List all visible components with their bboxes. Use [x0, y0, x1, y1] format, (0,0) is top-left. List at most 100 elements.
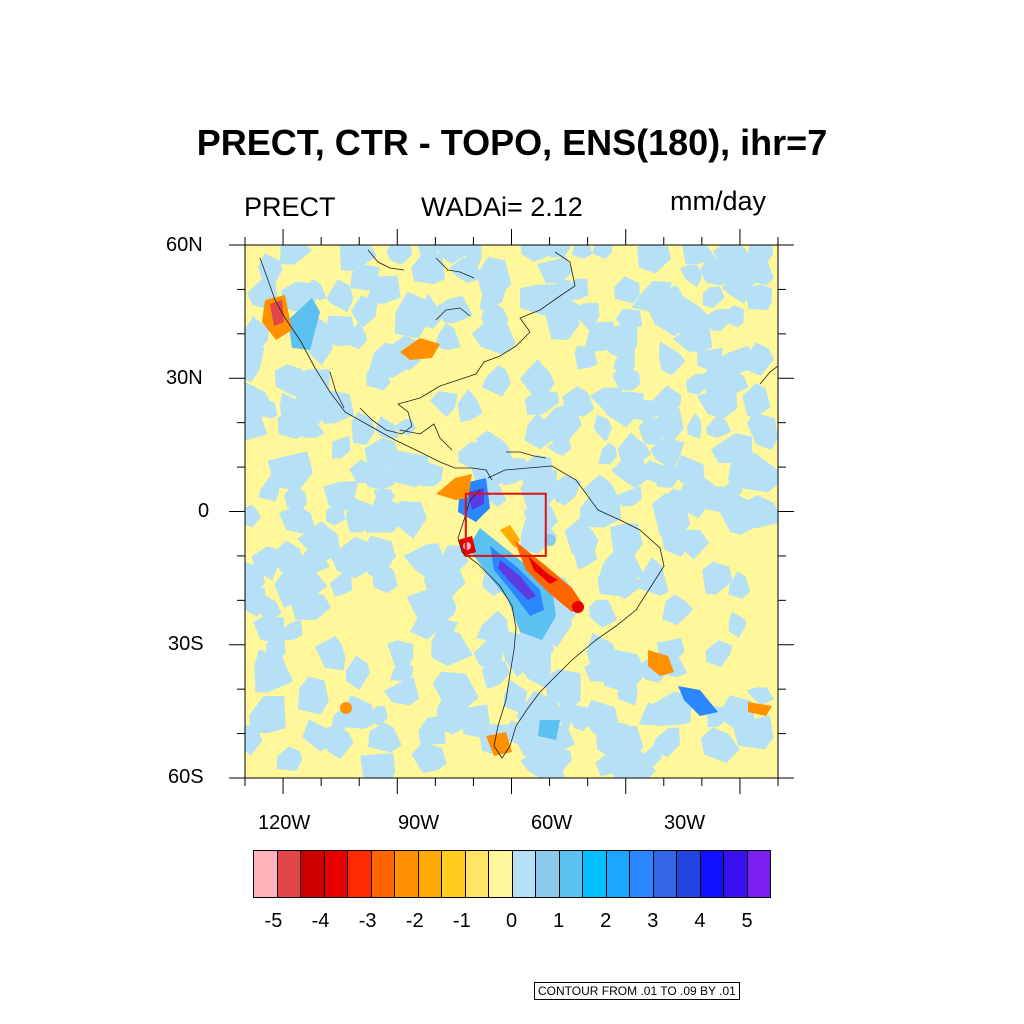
negative-anomaly-patch [574, 345, 598, 370]
negative-anomaly-patch [658, 341, 686, 376]
negative-anomaly-patch [651, 691, 693, 726]
negative-anomaly-patch [746, 687, 775, 705]
negative-anomaly-patch [637, 245, 671, 274]
negative-anomaly-patch [316, 390, 355, 424]
variable-label: PRECT [244, 192, 336, 222]
andes-anomaly [262, 295, 772, 756]
negative-anomaly-patch [662, 594, 694, 626]
negative-anomaly-patch [361, 535, 396, 579]
negative-anomaly-patch [612, 362, 641, 391]
colorbar-swatch [301, 851, 325, 897]
negative-anomaly-patch [520, 467, 557, 511]
negative-anomaly-patch [617, 682, 638, 706]
negative-anomaly-patch [598, 442, 618, 465]
colorbar-swatch [371, 851, 395, 897]
negative-anomaly-patch [702, 561, 733, 595]
negative-anomaly-patch [733, 495, 778, 530]
plot-title: PRECT, CTR - TOPO, ENS(180), ihr=7 [196, 122, 828, 163]
negative-anomaly-patch [650, 436, 685, 470]
lon-label-90w: 90W [398, 812, 440, 834]
negative-anomaly-patch [536, 255, 573, 284]
negative-anomaly-patch [589, 599, 618, 628]
negative-anomaly-patch [573, 545, 598, 570]
colorbar-label: 2 [600, 910, 612, 932]
negative-anomaly-patch [721, 275, 750, 304]
study-region-box [464, 492, 547, 557]
negative-anomaly-patch [278, 619, 303, 641]
negative-anomaly-patch [297, 676, 329, 715]
negative-anomaly-patch [602, 649, 648, 694]
negative-anomaly-patch [390, 661, 414, 681]
units-label: mm/day [670, 186, 767, 216]
negative-anomaly-patch [476, 610, 509, 644]
colorbar-swatch [700, 851, 724, 897]
negative-anomaly-patch [611, 450, 650, 489]
negative-anomaly-patch [360, 456, 395, 490]
colorbar [253, 850, 771, 898]
negative-anomaly-patch [245, 407, 268, 441]
negative-anomaly-patch [332, 435, 351, 459]
negative-anomaly-patch [546, 435, 572, 456]
negative-anomaly-patch [481, 365, 511, 397]
lat-label-60s: 60S [168, 766, 204, 788]
colorbar-label: 1 [553, 910, 565, 932]
negative-anomaly-patch [411, 247, 445, 285]
negative-anomaly-patch [302, 419, 325, 438]
negative-anomaly-patch [593, 414, 612, 442]
colorbar-swatch [536, 851, 560, 897]
negative-anomaly-patch [501, 458, 529, 486]
negative-anomaly-patch [289, 590, 332, 620]
negative-anomaly-patch [555, 701, 575, 731]
negative-anomaly-patch [434, 322, 461, 350]
colorbar-label: 4 [694, 910, 706, 932]
colorbar-label: -2 [405, 910, 424, 932]
negative-anomaly-patch [503, 679, 528, 714]
negative-anomaly-patch [524, 412, 557, 450]
negative-anomaly-patch [604, 737, 656, 778]
negative-anomaly-patch [267, 451, 313, 490]
map-field [245, 245, 778, 778]
negative-anomaly-patch [728, 571, 751, 599]
negative-anomaly-patch [418, 715, 446, 745]
colorbar-swatch [512, 851, 536, 897]
negative-anomaly-patch [365, 494, 404, 533]
negative-anomaly-patch [368, 722, 402, 753]
coastlines [259, 249, 778, 759]
negative-anomaly-patch [543, 297, 580, 341]
negative-anomaly-patch [351, 411, 375, 445]
lon-label-120w: 120W [258, 812, 311, 834]
negative-anomaly-patch [742, 383, 771, 418]
negative-anomaly-patch [746, 412, 778, 450]
negative-anomaly-patch [696, 387, 738, 419]
negative-anomaly-patch [481, 660, 511, 690]
negative-anomaly-patch [386, 245, 413, 265]
colorbar-swatch [489, 851, 513, 897]
negative-anomaly-patch [685, 373, 708, 395]
negative-anomaly-patch [367, 705, 388, 726]
negative-anomaly-patch [326, 279, 354, 313]
negative-anomaly-patch [641, 744, 662, 768]
colorbar-swatch [606, 851, 630, 897]
negative-anomaly-patch [245, 504, 261, 528]
negative-anomaly-patch [366, 366, 391, 391]
negative-anomaly-patch [258, 474, 280, 502]
negative-anomaly-patch [615, 308, 643, 329]
negative-anomaly-patch [326, 505, 346, 526]
colorbar-label: 5 [741, 910, 753, 932]
negative-anomaly-patch [710, 433, 752, 464]
negative-anomaly-patch [394, 418, 417, 436]
negative-anomaly-patch [297, 521, 341, 564]
colorbar-swatch [677, 851, 701, 897]
colorbar-swatch [583, 851, 607, 897]
negative-anomaly-patch [705, 640, 733, 668]
negative-anomaly-patch [628, 399, 659, 421]
negative-anomaly-patch [343, 695, 374, 729]
negative-anomaly-patch [345, 496, 374, 533]
negative-anomaly-patch [725, 478, 743, 503]
negative-anomaly-patch [567, 278, 589, 301]
lon-label-60w: 60W [531, 812, 573, 834]
colorbar-swatch [277, 851, 301, 897]
negative-anomaly-patch [724, 369, 749, 393]
negative-anomaly-patch [550, 245, 571, 259]
negative-anomaly-patch [429, 391, 458, 418]
